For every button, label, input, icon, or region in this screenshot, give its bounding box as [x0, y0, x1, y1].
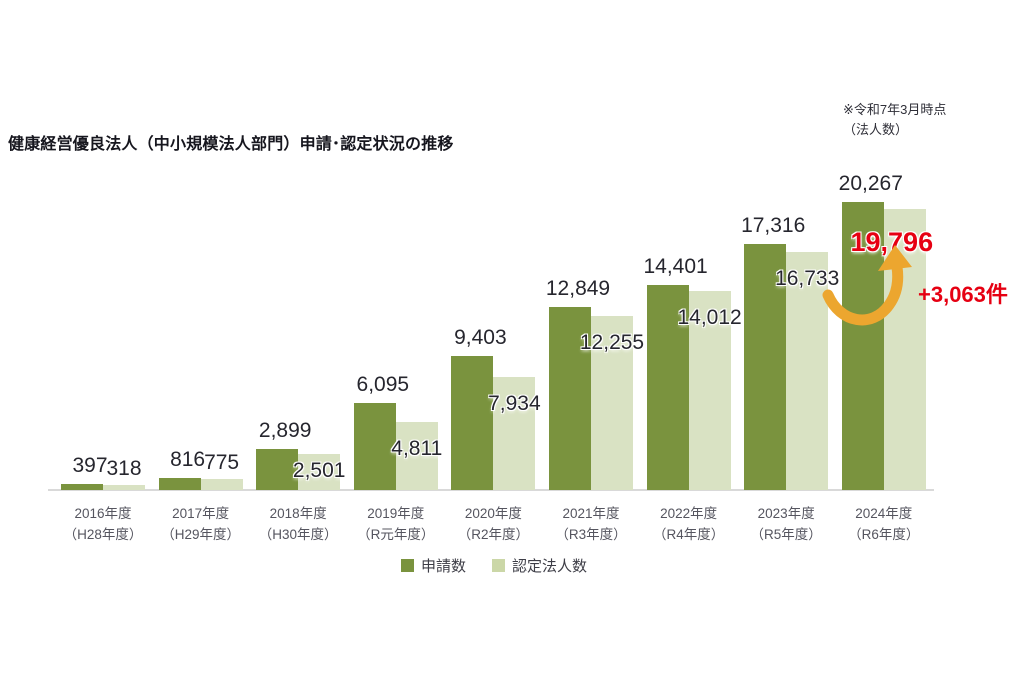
category-label-2021年度: 2021年度 （R3年度）	[542, 503, 640, 545]
category-year: 2017年度	[172, 506, 230, 521]
category-era: （R2年度）	[457, 527, 530, 542]
legend-item-certified: 認定法人数	[492, 555, 587, 576]
category-label-2019年度: 2019年度 （R元年度）	[347, 503, 445, 545]
category-label-2022年度: 2022年度 （R4年度）	[640, 503, 738, 545]
bar-applications-2020年度	[451, 356, 494, 490]
bar-certified-2021年度	[591, 316, 633, 490]
value-label-applications-2023年度: 17,316	[741, 214, 806, 237]
category-label-2020年度: 2020年度 （R2年度）	[444, 503, 542, 545]
legend-item-applications: 申請数	[400, 555, 466, 576]
legend-label-certified: 認定法人数	[512, 558, 588, 575]
category-year: 2019年度	[367, 506, 425, 521]
chart-title: 健康経営優良法人（中小規模法人部門）申請･認定状況の推移	[8, 136, 454, 153]
value-label-applications-2021年度: 12,849	[545, 277, 611, 300]
value-label-applications-2017年度: 816	[170, 448, 206, 471]
asof-note: ※令和7年3月時点 （法人数）	[843, 100, 946, 140]
legend-swatch-applications-icon	[400, 559, 414, 572]
category-label-2018年度: 2018年度 （H30年度）	[249, 503, 347, 545]
category-year: 2018年度	[269, 506, 327, 521]
bar-applications-2022年度	[646, 285, 689, 490]
category-era: （R5年度）	[750, 527, 822, 542]
category-year: 2022年度	[660, 506, 718, 521]
category-year: 2016年度	[74, 506, 132, 521]
value-label-applications-2016年度: 397	[72, 454, 108, 477]
asof-note-line2: （法人数）	[843, 122, 909, 137]
bar-applications-2018年度	[256, 449, 299, 490]
x-axis-line	[48, 489, 934, 491]
category-year: 2020年度	[464, 506, 522, 521]
bar-applications-2017年度	[158, 478, 201, 490]
legend: 申請数 認定法人数	[0, 555, 1006, 576]
value-label-applications-2018年度: 2,899	[258, 419, 312, 442]
category-era: （H29年度）	[161, 527, 240, 542]
value-label-applications-2019年度: 6,095	[356, 373, 410, 396]
category-year: 2023年度	[757, 506, 815, 521]
value-label-applications-2024年度: 20,267	[838, 172, 903, 195]
value-label-certified-2022年度: 14,012	[677, 306, 742, 329]
value-label-certified-2023年度: 16,733	[775, 267, 840, 290]
value-label-certified-2020年度: 7,934	[488, 392, 541, 415]
bar-applications-2023年度	[744, 244, 787, 490]
bar-applications-2024年度	[841, 202, 884, 490]
value-label-applications-2020年度: 9,403	[454, 326, 507, 349]
legend-label-applications: 申請数	[420, 558, 466, 575]
category-year: 2021年度	[562, 506, 620, 521]
category-label-2024年度: 2024年度 （R6年度）	[835, 503, 933, 545]
bar-certified-2019年度	[395, 422, 438, 490]
category-era: （R6年度）	[848, 527, 920, 542]
value-label-certified-2016年度: 318	[106, 457, 142, 480]
bar-certified-2018年度	[298, 454, 341, 490]
legend-swatch-certified-icon	[492, 559, 505, 572]
value-label-certified-2017年度: 775	[204, 451, 240, 474]
category-label-2017年度: 2017年度 （H29年度）	[152, 503, 250, 545]
category-era: （R3年度）	[555, 527, 627, 542]
category-label-2023年度: 2023年度 （R5年度）	[737, 503, 835, 545]
value-label-applications-2022年度: 14,401	[643, 255, 708, 278]
bar-certified-2017年度	[200, 479, 243, 490]
bar-certified-2020年度	[493, 377, 536, 490]
category-era: （H28年度）	[63, 527, 143, 542]
category-year: 2024年度	[855, 506, 913, 521]
asof-note-line1: ※令和7年3月時点	[843, 102, 947, 117]
value-label-certified-2018年度: 2,501	[292, 459, 346, 482]
category-era: （R4年度）	[652, 527, 725, 542]
increase-arrow-icon	[812, 243, 912, 335]
bar-applications-2016年度	[61, 484, 103, 490]
delta-annotation: +3,063件	[918, 282, 1008, 307]
bar-certified-2022年度	[688, 291, 731, 490]
bar-certified-2016年度	[103, 485, 145, 490]
category-era: （H30年度）	[258, 527, 338, 542]
value-label-certified-2021年度: 12,255	[579, 331, 645, 354]
category-label-2016年度: 2016年度 （H28年度）	[54, 503, 152, 545]
value-label-certified-2019年度: 4,811	[391, 437, 443, 460]
bar-applications-2019年度	[353, 403, 396, 490]
bar-applications-2021年度	[549, 307, 591, 490]
bar-certified-2023年度	[786, 252, 829, 490]
category-era: （R元年度）	[357, 527, 435, 542]
